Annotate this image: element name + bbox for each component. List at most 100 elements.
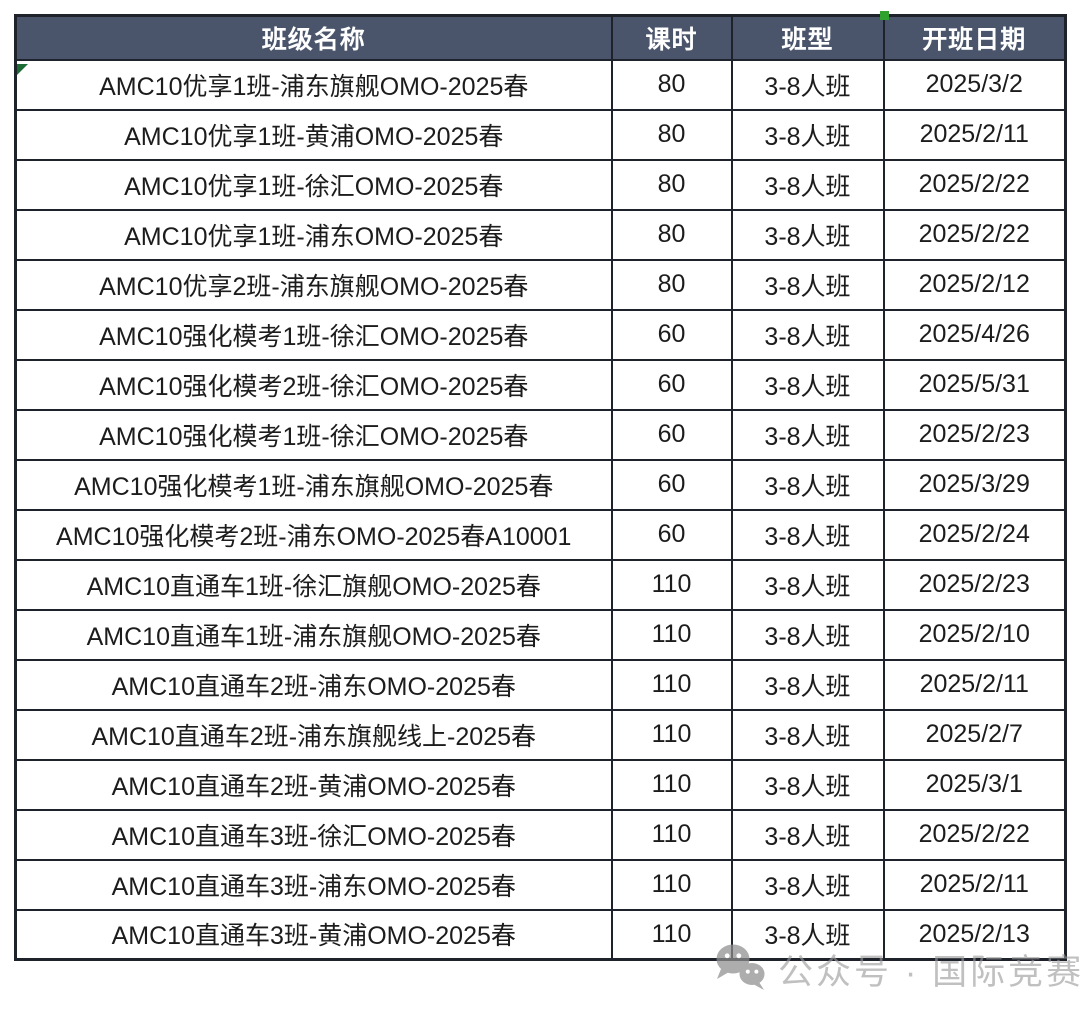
cell-hours: 60 xyxy=(610,508,733,561)
cell-hours: 60 xyxy=(610,408,733,461)
cell-class-name: AMC10直通车2班-黄浦OMO-2025春 xyxy=(14,758,613,811)
cell-class-name: AMC10优享1班-浦东旗舰OMO-2025春 xyxy=(14,58,613,111)
table-row: AMC10优享1班-浦东旗舰OMO-2025春 80 3-8人班 2025/3/… xyxy=(14,58,1067,111)
table-row: AMC10直通车3班-徐汇OMO-2025春 110 3-8人班 2025/2/… xyxy=(14,808,1067,861)
cell-class-name: AMC10优享1班-黄浦OMO-2025春 xyxy=(14,108,613,161)
cell-class-name: AMC10强化模考1班-浦东旗舰OMO-2025春 xyxy=(14,458,613,511)
cell-start-date: 2025/2/11 xyxy=(882,858,1067,911)
cell-hours: 110 xyxy=(610,708,733,761)
cell-hours: 110 xyxy=(610,808,733,861)
table-body: AMC10优享1班-浦东旗舰OMO-2025春 80 3-8人班 2025/3/… xyxy=(14,58,1067,961)
table-header: 班级名称 课时 班型 开班日期 xyxy=(14,14,1067,61)
green-triangle-flag-icon xyxy=(17,64,28,75)
cell-class-name: AMC10直通车3班-浦东OMO-2025春 xyxy=(14,858,613,911)
table-row: AMC10强化模考1班-徐汇OMO-2025春 60 3-8人班 2025/2/… xyxy=(14,408,1067,461)
cell-class-name: AMC10优享2班-浦东旗舰OMO-2025春 xyxy=(14,258,613,311)
table-row: AMC10直通车2班-黄浦OMO-2025春 110 3-8人班 2025/3/… xyxy=(14,758,1067,811)
table-row: AMC10优享2班-浦东旗舰OMO-2025春 80 3-8人班 2025/2/… xyxy=(14,258,1067,311)
cell-class-type: 3-8人班 xyxy=(730,558,885,611)
cell-start-date: 2025/2/22 xyxy=(882,208,1067,261)
cell-hours: 80 xyxy=(610,158,733,211)
cell-start-date: 2025/2/10 xyxy=(882,608,1067,661)
cell-class-name: AMC10直通车1班-浦东旗舰OMO-2025春 xyxy=(14,608,613,661)
cell-start-date: 2025/3/2 xyxy=(882,58,1067,111)
cell-class-type: 3-8人班 xyxy=(730,108,885,161)
cell-class-name: AMC10直通车2班-浦东OMO-2025春 xyxy=(14,658,613,711)
cell-class-type: 3-8人班 xyxy=(730,808,885,861)
table-row: AMC10强化模考1班-徐汇OMO-2025春 60 3-8人班 2025/4/… xyxy=(14,308,1067,361)
cell-class-name: AMC10强化模考2班-浦东OMO-2025春A10001 xyxy=(14,508,613,561)
cell-class-type: 3-8人班 xyxy=(730,858,885,911)
cell-class-type: 3-8人班 xyxy=(730,408,885,461)
cell-start-date: 2025/2/13 xyxy=(882,908,1067,961)
cell-start-date: 2025/4/26 xyxy=(882,308,1067,361)
table-row: AMC10直通车3班-黄浦OMO-2025春 110 3-8人班 2025/2/… xyxy=(14,908,1067,961)
table-row: AMC10直通车3班-浦东OMO-2025春 110 3-8人班 2025/2/… xyxy=(14,858,1067,911)
column-header-hours: 课时 xyxy=(610,14,733,61)
table-row: AMC10优享1班-浦东OMO-2025春 80 3-8人班 2025/2/22 xyxy=(14,208,1067,261)
cell-hours: 80 xyxy=(610,208,733,261)
cell-start-date: 2025/2/23 xyxy=(882,558,1067,611)
cell-class-name: AMC10直通车3班-徐汇OMO-2025春 xyxy=(14,808,613,861)
cell-start-date: 2025/2/12 xyxy=(882,258,1067,311)
cell-class-type: 3-8人班 xyxy=(730,258,885,311)
cell-hours: 110 xyxy=(610,758,733,811)
cell-hours: 60 xyxy=(610,458,733,511)
cell-hours: 110 xyxy=(610,608,733,661)
cell-hours: 60 xyxy=(610,308,733,361)
cell-class-name: AMC10优享1班-徐汇OMO-2025春 xyxy=(14,158,613,211)
cell-hours: 60 xyxy=(610,358,733,411)
cell-hours: 110 xyxy=(610,908,733,961)
cell-class-name: AMC10直通车2班-浦东旗舰线上-2025春 xyxy=(14,708,613,761)
cell-start-date: 2025/3/1 xyxy=(882,758,1067,811)
table-row: AMC10直通车2班-浦东旗舰线上-2025春 110 3-8人班 2025/2… xyxy=(14,708,1067,761)
cell-hours: 80 xyxy=(610,108,733,161)
cell-class-type: 3-8人班 xyxy=(730,58,885,111)
table-row: AMC10直通车1班-徐汇旗舰OMO-2025春 110 3-8人班 2025/… xyxy=(14,558,1067,611)
cell-class-type: 3-8人班 xyxy=(730,508,885,561)
cell-class-name: AMC10强化模考1班-徐汇OMO-2025春 xyxy=(14,408,613,461)
cell-start-date: 2025/2/7 xyxy=(882,708,1067,761)
cell-start-date: 2025/2/22 xyxy=(882,808,1067,861)
cell-class-name: AMC10直通车1班-徐汇旗舰OMO-2025春 xyxy=(14,558,613,611)
cell-start-date: 2025/2/22 xyxy=(882,158,1067,211)
cell-start-date: 2025/3/29 xyxy=(882,458,1067,511)
column-header-class-type: 班型 xyxy=(730,14,885,61)
column-header-start-date: 开班日期 xyxy=(882,14,1067,61)
cell-class-type: 3-8人班 xyxy=(730,658,885,711)
cell-class-name: AMC10优享1班-浦东OMO-2025春 xyxy=(14,208,613,261)
table-row: AMC10强化模考2班-浦东OMO-2025春A10001 60 3-8人班 2… xyxy=(14,508,1067,561)
table-row: AMC10强化模考2班-徐汇OMO-2025春 60 3-8人班 2025/5/… xyxy=(14,358,1067,411)
cell-class-type: 3-8人班 xyxy=(730,708,885,761)
cell-start-date: 2025/2/11 xyxy=(882,658,1067,711)
cell-hours: 80 xyxy=(610,58,733,111)
cell-class-name: AMC10强化模考1班-徐汇OMO-2025春 xyxy=(14,308,613,361)
cell-hours: 110 xyxy=(610,858,733,911)
cell-start-date: 2025/2/23 xyxy=(882,408,1067,461)
class-schedule-table-wrap: 班级名称 课时 班型 开班日期 AMC10优享1班-浦东旗舰OMO-2025春 … xyxy=(14,14,1067,961)
cell-hours: 110 xyxy=(610,558,733,611)
cell-class-name: AMC10强化模考2班-徐汇OMO-2025春 xyxy=(14,358,613,411)
table-row: AMC10直通车2班-浦东OMO-2025春 110 3-8人班 2025/2/… xyxy=(14,658,1067,711)
column-header-class-name: 班级名称 xyxy=(14,14,613,61)
cell-class-type: 3-8人班 xyxy=(730,908,885,961)
cell-hours: 110 xyxy=(610,658,733,711)
cell-class-type: 3-8人班 xyxy=(730,308,885,361)
green-square-flag-icon xyxy=(880,11,889,20)
table-row: AMC10直通车1班-浦东旗舰OMO-2025春 110 3-8人班 2025/… xyxy=(14,608,1067,661)
cell-start-date: 2025/2/24 xyxy=(882,508,1067,561)
table-row: AMC10优享1班-黄浦OMO-2025春 80 3-8人班 2025/2/11 xyxy=(14,108,1067,161)
cell-start-date: 2025/5/31 xyxy=(882,358,1067,411)
cell-start-date: 2025/2/11 xyxy=(882,108,1067,161)
cell-class-type: 3-8人班 xyxy=(730,608,885,661)
cell-hours: 80 xyxy=(610,258,733,311)
cell-class-type: 3-8人班 xyxy=(730,158,885,211)
cell-class-type: 3-8人班 xyxy=(730,758,885,811)
header-row: 班级名称 课时 班型 开班日期 xyxy=(14,14,1067,61)
table-row: AMC10优享1班-徐汇OMO-2025春 80 3-8人班 2025/2/22 xyxy=(14,158,1067,211)
cell-class-type: 3-8人班 xyxy=(730,358,885,411)
class-schedule-table: 班级名称 课时 班型 开班日期 AMC10优享1班-浦东旗舰OMO-2025春 … xyxy=(14,14,1067,961)
cell-class-type: 3-8人班 xyxy=(730,208,885,261)
cell-class-type: 3-8人班 xyxy=(730,458,885,511)
